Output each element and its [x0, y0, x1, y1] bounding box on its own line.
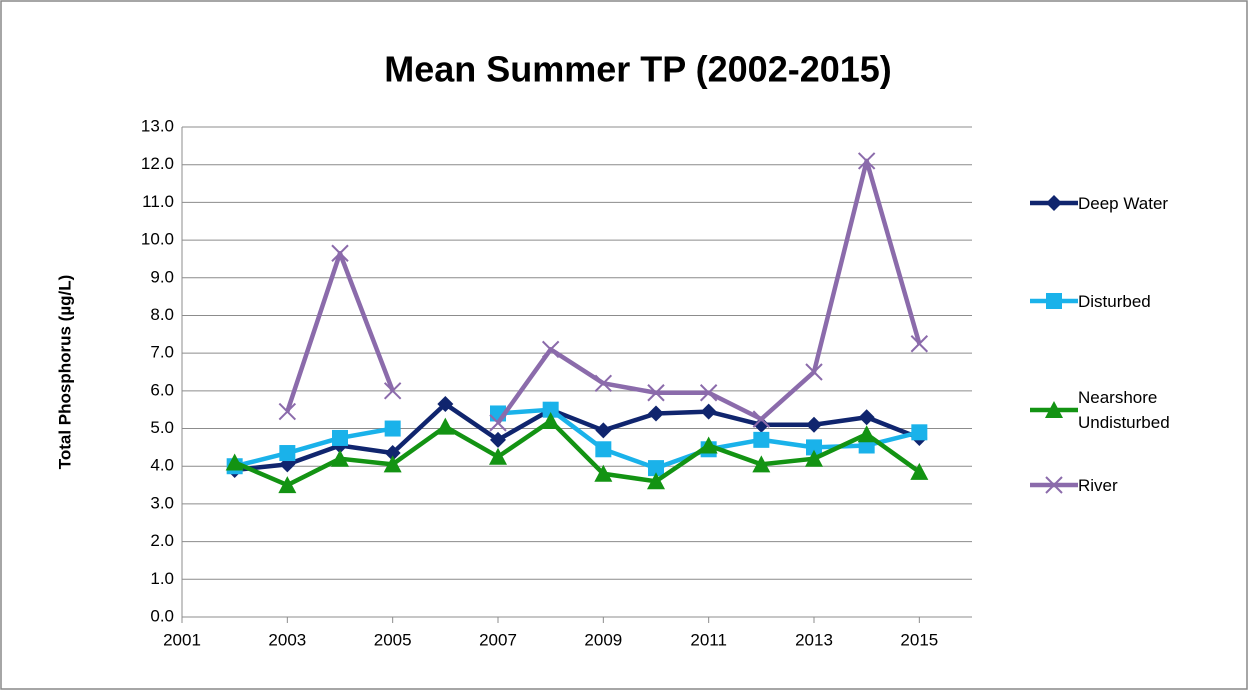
marker — [595, 422, 612, 439]
y-tick-label: 2.0 — [150, 531, 174, 550]
y-tick-label: 12.0 — [141, 154, 174, 173]
marker — [1046, 293, 1062, 309]
marker — [857, 425, 876, 443]
legend-icon — [1030, 293, 1078, 309]
marker — [278, 402, 297, 421]
series-line — [234, 401, 921, 473]
marker — [489, 414, 507, 432]
legend-icon — [1030, 195, 1078, 211]
x-tick-label: 2011 — [690, 630, 727, 649]
marker — [594, 374, 613, 393]
marker — [806, 439, 822, 456]
marker — [383, 455, 402, 473]
marker — [1046, 195, 1062, 211]
marker — [437, 396, 454, 413]
marker — [752, 410, 771, 428]
y-tick-label: 1.0 — [150, 569, 174, 588]
legend-item: Nearshore Undisturbed — [1030, 385, 1218, 435]
y-tick-label: 13.0 — [141, 116, 174, 135]
legend-icon — [1030, 476, 1078, 494]
marker — [383, 382, 402, 400]
marker — [806, 416, 822, 433]
marker — [858, 409, 875, 426]
marker — [384, 420, 401, 437]
y-tick-label: 0.0 — [150, 606, 174, 625]
legend-label: Disturbed — [1078, 291, 1151, 311]
y-tick-label: 8.0 — [150, 305, 174, 324]
marker — [1045, 476, 1063, 494]
marker — [541, 412, 560, 429]
marker — [490, 431, 506, 448]
y-tick-label: 10.0 — [141, 230, 174, 249]
marker — [384, 445, 401, 462]
x-tick-label: 2001 — [163, 630, 201, 649]
marker — [805, 363, 823, 381]
y-tick-label: 11.0 — [142, 192, 174, 211]
series-line — [233, 418, 921, 488]
legend-item: Deep Water — [1030, 190, 1218, 216]
marker — [647, 472, 665, 490]
legend-icon — [1030, 401, 1078, 418]
y-tick-label: 7.0 — [150, 343, 174, 362]
marker — [541, 340, 560, 359]
marker — [752, 455, 771, 473]
marker — [279, 445, 296, 462]
marker — [594, 464, 613, 482]
marker — [436, 417, 455, 435]
marker — [332, 429, 348, 446]
y-axis-label: Total Phosphorus (µg/L) — [55, 275, 74, 470]
marker — [648, 460, 664, 477]
x-tick-label: 2003 — [268, 630, 306, 649]
x-tick-label: 2015 — [900, 630, 938, 649]
marker — [647, 384, 665, 402]
x-tick-label: 2007 — [479, 630, 517, 649]
legend-label: River — [1078, 475, 1118, 495]
marker — [910, 335, 929, 353]
marker — [331, 449, 349, 467]
marker — [331, 244, 349, 262]
marker — [910, 462, 929, 480]
x-tick-label: 2005 — [374, 630, 412, 649]
legend-label: Nearshore Undisturbed — [1078, 388, 1170, 432]
marker — [648, 405, 664, 422]
x-tick-label: 2009 — [584, 630, 622, 649]
marker — [805, 449, 823, 467]
marker — [699, 436, 718, 454]
marker — [225, 453, 244, 471]
marker — [857, 152, 876, 170]
marker — [911, 424, 928, 441]
y-tick-label: 4.0 — [150, 456, 174, 475]
y-tick-label: 3.0 — [150, 493, 174, 512]
marker — [753, 431, 770, 448]
marker — [542, 401, 559, 418]
marker — [278, 476, 297, 494]
legend-item: River — [1030, 472, 1218, 498]
y-tick-label: 6.0 — [150, 380, 174, 399]
marker — [1045, 401, 1063, 418]
y-tick-label: 9.0 — [150, 267, 174, 286]
marker — [753, 416, 770, 433]
chart-title: Mean Summer TP (2002-2015) — [384, 49, 892, 90]
marker — [699, 384, 718, 402]
legend-item: Disturbed — [1030, 288, 1218, 314]
marker — [700, 403, 717, 420]
y-tick-label: 5.0 — [150, 418, 174, 437]
legend-label: Deep Water — [1078, 193, 1169, 213]
x-tick-label: 2013 — [795, 630, 833, 649]
marker — [489, 447, 507, 465]
marker — [595, 441, 612, 458]
